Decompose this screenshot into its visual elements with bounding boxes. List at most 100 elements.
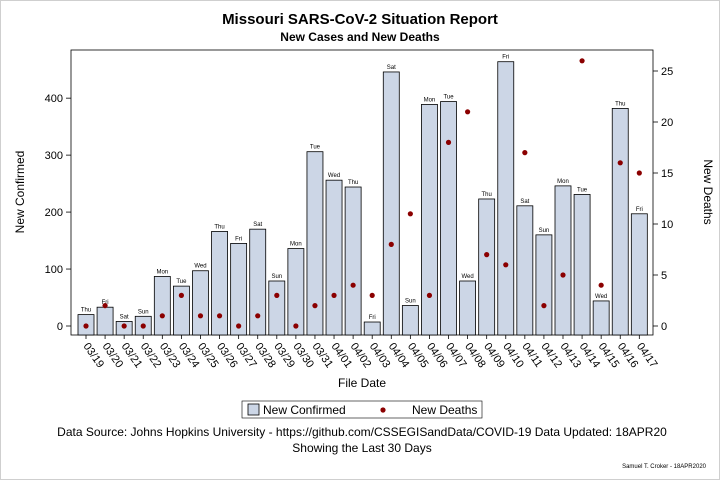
day-label: Thu: [81, 308, 91, 314]
y-tick-label: 200: [45, 207, 63, 219]
bar-04-12: [535, 234, 553, 336]
bar-04-08: [459, 280, 477, 336]
y-tick-label: 300: [45, 150, 63, 162]
death-point-04-07: [445, 139, 452, 145]
bar-04-02: [344, 186, 362, 336]
bar-03-30: [287, 248, 305, 336]
day-label: Thu: [348, 180, 358, 186]
death-point-03-22: [140, 323, 146, 329]
day-label: Sun: [271, 274, 282, 280]
death-point-04-04: [388, 241, 394, 247]
death-point-04-03: [369, 292, 375, 298]
day-label: Sat: [520, 199, 529, 205]
day-label: Sun: [138, 309, 149, 315]
bar-04-15: [592, 300, 610, 336]
bar-04-13: [554, 185, 572, 336]
death-point-03-23: [159, 313, 165, 319]
bar-04-17: [630, 213, 648, 336]
death-point-04-02: [350, 282, 356, 288]
day-label: Mon: [290, 242, 302, 248]
death-point-04-10: [503, 262, 509, 268]
day-label: Sun: [405, 298, 416, 304]
legend-dot-swatch: [380, 407, 386, 413]
death-point-04-09: [484, 252, 490, 258]
day-label: Fri: [502, 55, 509, 61]
death-point-03-27: [236, 323, 242, 329]
bar-04-06: [421, 104, 438, 336]
day-label: Fri: [369, 315, 376, 321]
y2-tick-label: 15: [661, 168, 673, 180]
bar-04-09: [478, 198, 496, 336]
y-tick-label: 400: [45, 93, 63, 105]
y-tick-label: 0: [57, 321, 63, 333]
bar-03-27: [230, 243, 248, 336]
y2-tick-label: 5: [661, 270, 667, 282]
credit-text: Samuel T. Croker - 18APR2020: [622, 464, 707, 470]
bar-04-03: [363, 321, 381, 336]
death-point-03-19: [83, 323, 89, 329]
day-label: Wed: [194, 264, 206, 270]
death-point-04-17: [636, 170, 642, 176]
day-label: Fri: [235, 236, 242, 242]
day-label: Tue: [443, 95, 454, 101]
legend: New Confirmed New Deaths: [241, 400, 483, 419]
footnote-range: Showing the Last 30 Days: [292, 441, 431, 455]
bar-03-28: [249, 228, 267, 336]
y2-tick-label: 10: [661, 219, 673, 231]
day-label: Sun: [539, 228, 550, 234]
y2-tick-label: 0: [661, 321, 667, 333]
bar-03-25: [192, 270, 209, 336]
bar-03-26: [211, 231, 228, 336]
day-label: Mon: [557, 179, 569, 185]
x-axis: 03/1903/2003/2103/2203/2303/2403/2503/26…: [81, 335, 660, 370]
death-point-03-31: [312, 303, 318, 309]
deaths-series: [83, 58, 642, 329]
right-axis: 0 5 10 15 20 25: [653, 66, 673, 333]
legend-item-deaths: New Deaths: [412, 403, 477, 417]
bar-03-23: [153, 276, 171, 336]
legend-bar-swatch: [247, 403, 260, 416]
y2-axis-label: New Deaths: [701, 159, 715, 224]
death-point-03-30: [293, 323, 299, 329]
day-label: Wed: [461, 274, 473, 280]
day-label: Mon: [156, 269, 168, 275]
x-tick-label: 04/17: [634, 341, 660, 370]
death-point-04-13: [560, 272, 566, 278]
bar-04-04: [382, 71, 400, 336]
day-label: Thu: [615, 101, 625, 107]
day-label: Sat: [120, 314, 129, 320]
day-label: Mon: [424, 97, 436, 103]
death-point-04-14: [579, 58, 585, 64]
death-point-03-24: [178, 292, 184, 298]
death-point-03-29: [274, 292, 280, 298]
y-axis-label: New Confirmed: [13, 151, 27, 234]
death-point-04-06: [426, 292, 433, 298]
chart-subtitle: New Cases and New Deaths: [280, 30, 440, 44]
legend-box: [241, 400, 483, 419]
bar-03-29: [268, 280, 286, 336]
death-point-03-21: [121, 323, 127, 329]
death-point-04-12: [541, 303, 547, 309]
day-label: Wed: [328, 173, 340, 179]
bar-04-07: [440, 101, 457, 336]
day-label: Fri: [636, 207, 643, 213]
day-label: Thu: [482, 192, 492, 198]
y2-tick-label: 25: [661, 66, 673, 78]
death-point-04-16: [617, 160, 623, 166]
footnote-source: Data Source: Johns Hopkins University - …: [57, 425, 667, 439]
bar-04-16: [611, 108, 629, 336]
death-point-04-11: [522, 150, 528, 156]
day-label: Sat: [253, 222, 262, 228]
day-label: Thu: [214, 224, 224, 230]
left-axis: 0 100 200 300 400: [45, 93, 71, 333]
death-point-04-08: [465, 109, 471, 115]
legend-item-confirmed: New Confirmed: [263, 403, 346, 417]
day-label: Tue: [176, 279, 187, 285]
bar-04-10: [497, 61, 515, 336]
death-point-03-26: [216, 313, 223, 319]
day-label: Wed: [595, 294, 607, 300]
bar-04-05: [401, 305, 419, 336]
death-point-04-01: [331, 292, 337, 298]
plot-area: [70, 49, 654, 336]
